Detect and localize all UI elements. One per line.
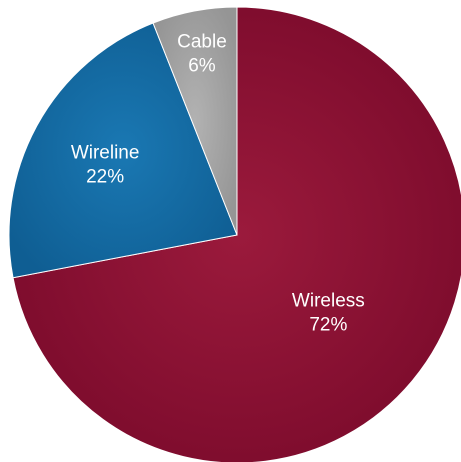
slice-label-wireless: Wireless [292,291,365,312]
slice-value-wireline: 22% [86,167,124,188]
pie-slice-cable [152,6,238,236]
pie-slice-wireline [8,22,238,279]
slice-label-wireline: Wireline [71,143,140,164]
slice-value-cable: 6% [188,55,216,76]
slice-label-cable: Cable [177,31,227,52]
slice-value-wireless: 72% [309,315,347,336]
